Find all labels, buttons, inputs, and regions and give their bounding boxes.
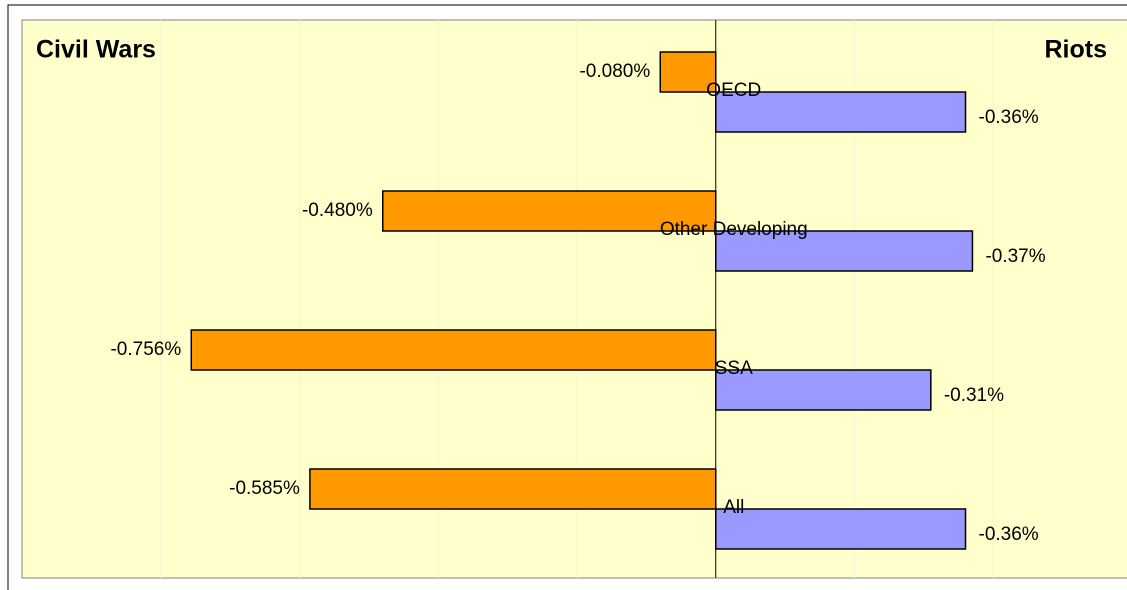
value-label: -0.080% xyxy=(579,61,650,82)
value-label: -0.36% xyxy=(979,524,1039,545)
bar xyxy=(309,468,717,510)
value-label: -0.36% xyxy=(979,107,1039,128)
value-label: -0.31% xyxy=(944,385,1004,406)
bar xyxy=(715,91,967,133)
bar xyxy=(382,190,717,232)
category-label: Other Developing xyxy=(660,219,808,240)
value-label: -0.480% xyxy=(302,200,373,221)
legend-label: Civil Wars xyxy=(36,36,156,64)
bar xyxy=(659,51,717,93)
category-label: SSA xyxy=(715,358,753,379)
legend-label: Riots xyxy=(1045,36,1108,64)
bar xyxy=(715,508,967,550)
category-label: OECD xyxy=(706,80,761,101)
value-label: -0.37% xyxy=(985,246,1045,267)
bar xyxy=(715,230,974,272)
value-label: -0.756% xyxy=(110,339,181,360)
bar xyxy=(190,329,717,371)
value-label: -0.585% xyxy=(229,478,300,499)
bar xyxy=(715,369,932,411)
category-label: All xyxy=(723,497,744,518)
